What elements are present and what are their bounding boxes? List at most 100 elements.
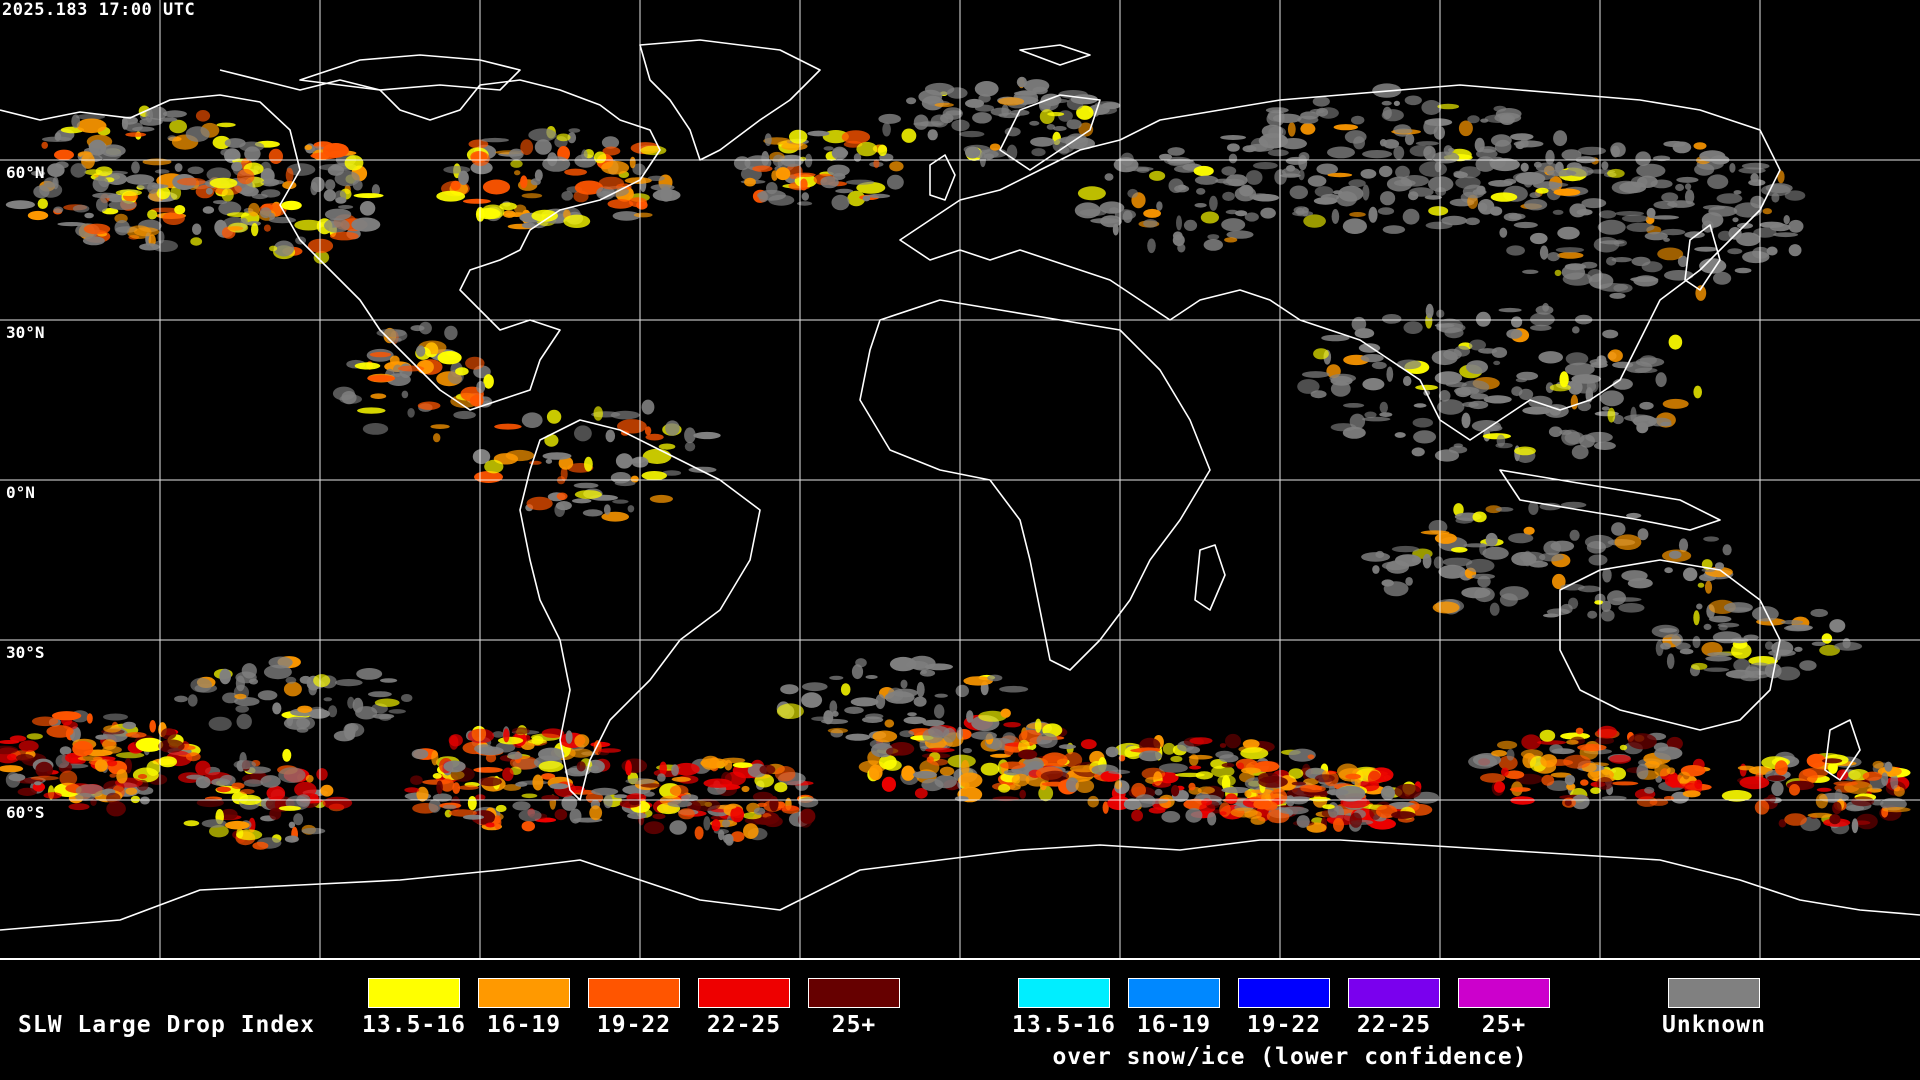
cloud-patch	[1667, 200, 1695, 208]
cloud-patch	[1405, 577, 1413, 586]
cloud-patch	[1597, 725, 1617, 739]
cloud-patch	[68, 803, 90, 811]
cloud-patch	[1077, 186, 1106, 201]
cloud-patch	[1829, 814, 1841, 825]
cloud-patch	[1597, 219, 1626, 235]
cloud-patch	[547, 152, 558, 167]
cloud-patch	[1335, 785, 1366, 802]
cloud-patch	[483, 165, 493, 172]
cloud-patch	[722, 834, 734, 844]
cloud-patch	[407, 408, 415, 418]
cloud-patch	[147, 182, 159, 194]
cloud-patch	[0, 765, 24, 773]
cloud-patch	[262, 179, 285, 185]
cloud-patch	[1462, 184, 1486, 199]
cloud-patch	[1438, 564, 1466, 579]
cloud-patch	[1564, 431, 1585, 445]
cloud-patch	[1540, 754, 1558, 768]
cloud-patch	[924, 663, 954, 671]
cloud-patch	[1029, 120, 1040, 126]
cloud-patch	[1461, 412, 1471, 429]
cloud-patch	[844, 706, 864, 714]
cloud-patch	[1327, 172, 1353, 178]
cloud-patch	[1611, 781, 1639, 786]
cloud-patch	[1590, 361, 1608, 368]
cloud-patch	[879, 754, 897, 770]
cloud-patch	[415, 345, 426, 357]
cloud-patch	[1241, 767, 1261, 774]
cloud-patch	[1307, 754, 1315, 760]
cloud-patch	[1329, 373, 1356, 383]
cloud-patch	[82, 236, 105, 246]
cloud-patch	[521, 412, 543, 429]
cloud-patch	[1609, 767, 1626, 781]
cloud-patch	[835, 188, 854, 194]
cloud-patch	[1327, 146, 1355, 159]
cloud-patch	[1522, 406, 1552, 415]
cloud-patch	[371, 184, 380, 197]
cloud-patch	[881, 776, 897, 792]
cloud-patch	[721, 819, 731, 828]
cloud-patch	[1362, 150, 1393, 159]
swatch-standard-5-label: 25+	[831, 1012, 877, 1038]
lat-label-60n: 60°N	[6, 163, 45, 182]
cloud-patch	[469, 395, 484, 407]
cloud-patch	[1664, 567, 1673, 574]
cloud-patch	[531, 209, 558, 222]
cloud-patch	[209, 177, 238, 189]
cloud-patch	[1296, 815, 1310, 828]
cloud-patch	[1465, 558, 1495, 573]
cloud-patch	[939, 766, 955, 776]
cloud-patch	[1478, 202, 1488, 212]
cloud-patch	[369, 351, 392, 358]
cloud-patch	[115, 752, 145, 759]
cloud-patch	[780, 154, 804, 167]
cloud-patch	[1413, 791, 1440, 804]
cloud-patch	[1331, 209, 1340, 224]
cloud-patch	[572, 498, 592, 504]
cloud-patch	[554, 809, 568, 821]
cloud-patch	[158, 739, 185, 753]
cloud-patch	[278, 767, 306, 783]
cloud-patch	[602, 146, 621, 156]
cloud-patch	[308, 706, 326, 718]
cloud-patch	[1469, 339, 1486, 351]
cloud-patch	[1822, 758, 1843, 764]
cloud-patch	[1221, 166, 1237, 176]
cloud-patch	[362, 423, 389, 435]
cloud-patch	[1348, 179, 1366, 188]
cloud-patch	[130, 795, 140, 804]
cloud-patch	[644, 426, 652, 436]
cloud-patch	[612, 211, 641, 221]
cloud-patch	[1510, 133, 1534, 141]
cloud-patch	[183, 820, 200, 827]
cloud-patch	[357, 407, 386, 414]
cloud-patch	[1453, 443, 1464, 448]
cloud-patch	[1148, 807, 1166, 814]
coast-madagascar	[1194, 544, 1226, 611]
cloud-patch	[154, 169, 170, 174]
cloud-patch	[758, 192, 769, 203]
cloud-patch	[641, 471, 667, 481]
cloud-patch	[1562, 272, 1593, 286]
cloud-patch	[1224, 237, 1238, 243]
cloud-patch	[1490, 192, 1518, 202]
cloud-patch	[1189, 765, 1202, 770]
cloud-patch	[703, 778, 733, 788]
cloud-patch	[1286, 795, 1295, 807]
cloud-patch	[1437, 103, 1460, 110]
cloud-patch	[1266, 111, 1285, 127]
cloud-patch	[914, 788, 928, 799]
cloud-patch	[1641, 261, 1663, 273]
cloud-patch	[1156, 201, 1163, 211]
cloud-patch	[1506, 749, 1515, 761]
cloud-patch	[966, 710, 974, 723]
cloud-patch	[831, 194, 850, 211]
cloud-patch	[1618, 603, 1645, 613]
cloud-patch	[1491, 750, 1508, 757]
cloud-patch	[850, 697, 879, 707]
cloud-patch	[1553, 130, 1568, 147]
cloud-patch	[692, 798, 721, 812]
cloud-patch	[72, 204, 90, 213]
cloud-patch	[1434, 371, 1463, 385]
